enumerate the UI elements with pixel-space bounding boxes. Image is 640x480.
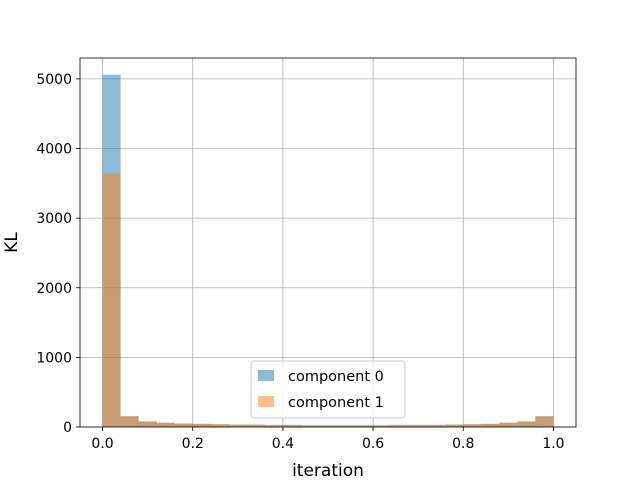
histogram-bar-component-1 [138,421,157,427]
histogram-bar-component-1 [427,424,446,427]
legend-label-component-1: component 1 [288,395,384,411]
x-axis-label: iteration [292,461,364,480]
histogram-bar-component-1 [246,424,265,427]
legend-box [250,360,406,419]
histogram-bar-component-1 [517,421,536,427]
legend-swatch-component-1 [258,396,274,407]
histogram-bar-component-1 [228,424,247,427]
histogram-bar-component-1 [318,425,338,427]
x-tick-label: 0.0 [91,436,113,452]
y-tick-label: 3000 [36,211,72,227]
histogram-bar-component-1 [102,173,121,427]
histogram-bar-component-1 [174,423,193,427]
histogram-bar-component-1 [445,424,464,427]
histogram-bar-component-1 [192,423,211,427]
x-tick-label: 0.6 [362,436,384,452]
x-tick-label: 0.2 [182,436,204,452]
bars [102,74,554,427]
axis-ticks: 0.0 0.2 0.4 0.6 0.8 1.0 0 1000 2000 3000 4000 5000 [36,72,564,452]
y-tick-label: 5000 [36,72,72,88]
histogram-bar-component-1 [264,424,283,427]
y-axis-label: KL [2,232,22,253]
x-tick-label: 0.8 [452,436,474,452]
histogram-bar-component-1 [156,422,175,427]
histogram-bar-component-1 [355,425,374,427]
y-tick-label: 2000 [36,281,72,297]
x-tick-label: 0.4 [272,436,294,452]
legend-label-component-0: component 0 [288,369,384,385]
y-tick-label: 1000 [36,350,72,366]
histogram-bar-component-1 [210,424,229,427]
y-tick-label: 0 [63,420,72,436]
histogram-bar-component-1 [373,425,392,427]
x-tick-label: 1.0 [542,436,564,452]
histogram-bar-component-1 [535,416,554,427]
histogram-bar-component-1 [120,416,139,427]
plot-frame [79,57,577,428]
histogram-bar-component-1 [499,422,518,427]
histogram-bar-component-1 [409,424,428,427]
histogram-bar-component-1 [282,424,301,427]
legend-swatch-component-0 [258,370,274,381]
histogram-bar-component-1 [300,425,319,427]
histogram-bar-component-1 [337,425,356,427]
histogram-bar-component-1 [391,424,410,427]
y-tick-label: 4000 [36,142,72,158]
histogram-bar-component-1 [481,423,500,427]
legend: component 0 component 1 [250,360,406,419]
histogram-bar-component-1 [463,424,482,427]
